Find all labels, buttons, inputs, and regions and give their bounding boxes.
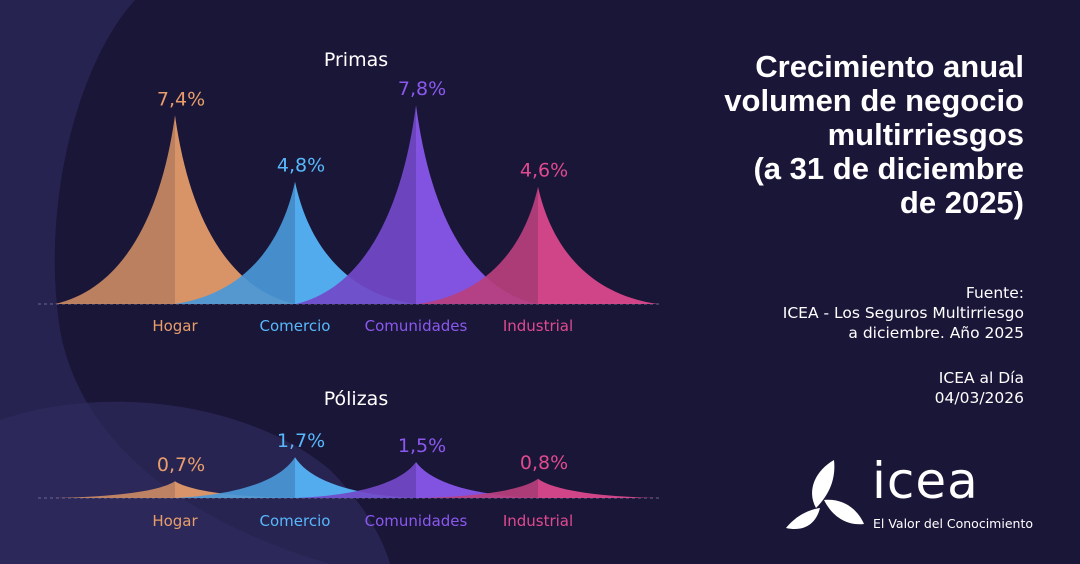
peak-right-hogar [175,115,295,304]
peak-right-comercio [295,181,415,304]
publication-date: 04/03/2026 [934,389,1024,407]
source-block: Fuente: ICEA - Los Seguros Multirriesgo … [664,283,1024,343]
title-line: (a 31 de diciembre [753,151,1024,186]
logo-wordmark: icea [872,452,979,510]
peak-left-comunidades [296,105,416,304]
chart-area: Primas 7,4% Hogar 4,8% Comercio 7,8% Comunidad… [38,49,662,530]
category-label: Industrial [503,512,573,530]
data-label: 1,7% [277,430,325,452]
source-label: Fuente: [965,284,1024,302]
peak-left-hogar [55,115,175,304]
peak-right-comunidades [416,105,536,304]
panel-title: Pólizas [324,388,388,410]
data-label: 4,6% [520,160,568,182]
category-label: Comunidades [365,317,468,335]
icea-leaves-icon [786,460,864,530]
data-label: 7,4% [157,88,205,110]
chart-title: Crecimiento anual volumen de negocio mul… [604,50,1024,220]
category-label: Comercio [260,512,331,530]
title-line: de 2025) [899,185,1024,220]
publication-name: ICEA al Día [938,369,1024,387]
peak-right-industrial [538,186,658,304]
peak-left-comercio [175,457,295,498]
title-line: Crecimiento anual [755,49,1024,84]
peak-left-hogar [55,481,175,498]
title-line: volumen de negocio [724,83,1024,118]
peak-right-comunidades [416,462,536,498]
data-label: 7,8% [398,78,446,100]
peak-right-industrial [538,478,658,498]
publication-block: ICEA al Día 04/03/2026 [664,368,1024,408]
data-label: 0,8% [520,452,568,474]
peak-left-comunidades [296,462,416,498]
peak-left-industrial [418,478,538,498]
category-label: Hogar [152,512,198,530]
category-label: Hogar [152,317,198,335]
category-label: Comercio [260,317,331,335]
peak-right-comercio [295,457,415,498]
panel-title: Primas [324,49,388,71]
peak-left-comercio [175,181,295,304]
source-line: ICEA - Los Seguros Multirriesgo [782,304,1024,322]
logo-tagline: El Valor del Conocimiento [873,516,1033,531]
peak-right-hogar [175,481,295,498]
source-line: a diciembre. Año 2025 [848,324,1024,342]
category-label: Industrial [503,317,573,335]
peak-left-industrial [418,186,538,304]
data-label: 4,8% [277,155,325,177]
title-line: multirriesgos [827,117,1024,152]
icea-logo: icea El Valor del Conocimiento [786,452,1046,538]
data-label: 0,7% [157,454,205,476]
category-label: Comunidades [365,512,468,530]
data-label: 1,5% [398,435,446,457]
